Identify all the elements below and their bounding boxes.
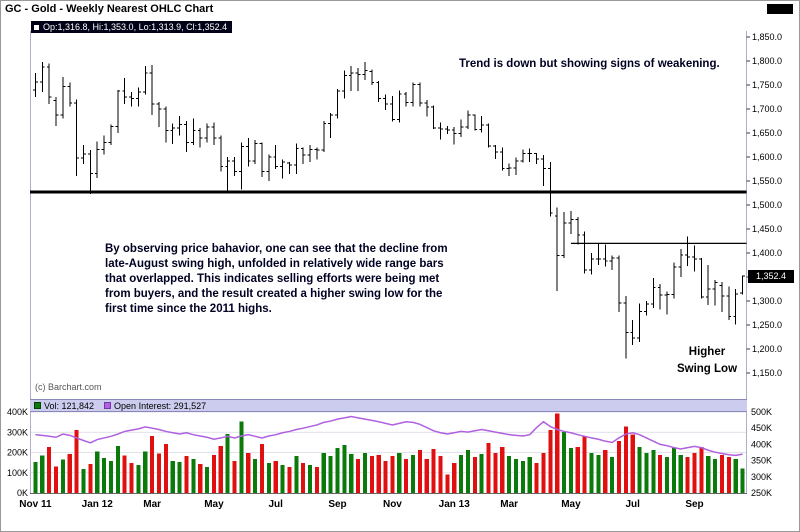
- svg-text:1,750.0: 1,750.0: [752, 80, 782, 90]
- copyright-label: (c) Barchart.com: [35, 382, 102, 392]
- volume-axis: 400K 300K 200K 100K 0K 500K 450K 400K 350K 300K 25…: [7, 407, 772, 498]
- last-price-label: 1,352.4: [748, 270, 794, 283]
- svg-text:450K: 450K: [751, 423, 772, 433]
- svg-text:Jan 12: Jan 12: [82, 499, 114, 510]
- annotation-hsl-line: Swing Low: [676, 363, 738, 375]
- open-interest-value-label: Open Interest: 291,527: [114, 400, 207, 411]
- svg-text:1,300.0: 1,300.0: [752, 296, 782, 306]
- svg-text:1,150.0: 1,150.0: [752, 368, 782, 378]
- svg-text:1,600.0: 1,600.0: [752, 152, 782, 162]
- svg-text:Nov 11: Nov 11: [19, 499, 52, 510]
- svg-text:Jul: Jul: [268, 499, 283, 510]
- ohlc-values: Op:1,316.8, Hi:1,353.0, Lo:1,313.9, Cl:1…: [43, 22, 228, 32]
- annotation-analysis-line: late-August swing high, unfolded in rela…: [105, 258, 444, 270]
- svg-text:Jan 13: Jan 13: [439, 499, 471, 510]
- svg-text:May: May: [204, 499, 224, 510]
- svg-text:1,200.0: 1,200.0: [752, 344, 782, 354]
- svg-text:200K: 200K: [7, 448, 28, 458]
- svg-text:1,650.0: 1,650.0: [752, 128, 782, 138]
- annotation-analysis-line: from buyers, and the result created a hi…: [105, 288, 443, 300]
- volume-value-label: Vol: 121,842: [44, 400, 95, 411]
- svg-text:1,800.0: 1,800.0: [752, 56, 782, 66]
- ohlc-info-bar: Op:1,316.8, Hi:1,353.0, Lo:1,313.9, Cl:1…: [31, 21, 233, 33]
- svg-text:500K: 500K: [751, 407, 772, 417]
- volume-legend-icon: [34, 402, 41, 409]
- svg-text:400K: 400K: [7, 407, 28, 417]
- annotation-trend: Trend is down but showing signs of weake…: [459, 58, 720, 70]
- annotation-analysis-line: that overlapped. This indicates selling …: [105, 273, 440, 285]
- annotation-higher-swing-low: Higher Swing Low: [667, 344, 747, 378]
- ohlc-marker-icon: [34, 24, 39, 30]
- svg-text:300K: 300K: [7, 427, 28, 437]
- annotation-analysis-line: By observing price bahavior, one can see…: [105, 243, 448, 255]
- svg-text:Mar: Mar: [500, 499, 518, 510]
- svg-text:250K: 250K: [751, 488, 772, 498]
- x-axis-labels: Nov 11 Jan 12 Mar May Jul Sep Nov Jan 13 Mar May J…: [19, 499, 703, 510]
- annotation-hsl-line: Higher: [688, 346, 726, 358]
- volume-bars: [33, 413, 745, 493]
- annotation-analysis-line: first time since the 2011 highs.: [105, 303, 272, 315]
- svg-text:1,550.0: 1,550.0: [752, 176, 782, 186]
- price-axis: 1,850.0 1,800.0 1,750.0 1,700.0 1,650.0 1,600…: [746, 32, 782, 378]
- annotation-analysis: By observing price bahavior, one can see…: [105, 242, 448, 317]
- chart-title: GC - Gold - Weekly Nearest OHLC Chart: [5, 3, 214, 15]
- svg-text:100K: 100K: [7, 468, 28, 478]
- svg-text:Jul: Jul: [625, 499, 640, 510]
- svg-text:1,250.0: 1,250.0: [752, 320, 782, 330]
- svg-text:1,700.0: 1,700.0: [752, 104, 782, 114]
- svg-text:1,500.0: 1,500.0: [752, 200, 782, 210]
- volume-legend-bar: Vol: 121,842 Open Interest: 291,527: [30, 399, 747, 412]
- svg-text:1,450.0: 1,450.0: [752, 224, 782, 234]
- svg-text:300K: 300K: [751, 472, 772, 482]
- open-interest-legend-icon: [104, 402, 112, 409]
- svg-text:Mar: Mar: [143, 499, 161, 510]
- barchart-logo-icon: [767, 4, 793, 14]
- svg-text:400K: 400K: [751, 439, 772, 449]
- svg-text:Sep: Sep: [328, 499, 346, 510]
- svg-text:Nov: Nov: [383, 499, 402, 510]
- volume-gridlines: [31, 411, 746, 474]
- svg-text:1,850.0: 1,850.0: [752, 32, 782, 42]
- svg-text:0K: 0K: [17, 488, 28, 498]
- svg-text:1,400.0: 1,400.0: [752, 248, 782, 258]
- svg-text:Sep: Sep: [685, 499, 703, 510]
- open-interest-line: [35, 415, 743, 457]
- svg-text:May: May: [561, 499, 581, 510]
- svg-text:350K: 350K: [751, 456, 772, 466]
